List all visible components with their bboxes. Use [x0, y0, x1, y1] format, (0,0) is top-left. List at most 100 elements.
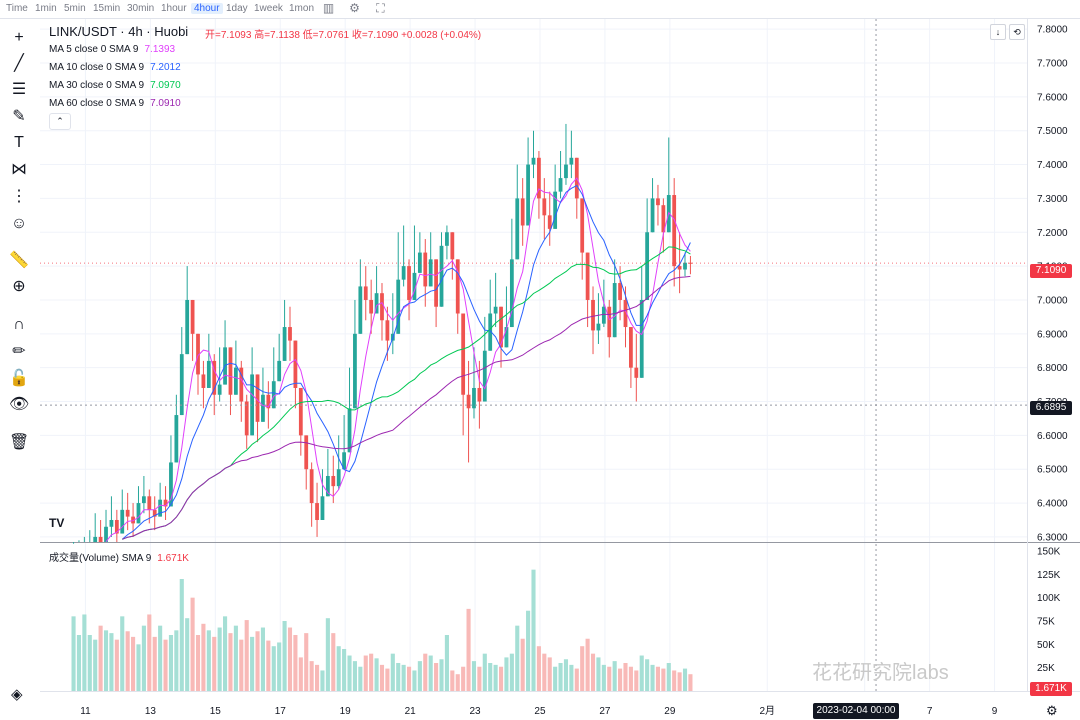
price-tick-label: 7.4000	[1037, 160, 1068, 171]
tf-time[interactable]: Time	[6, 3, 28, 14]
layers-icon[interactable]: ◈	[11, 686, 23, 703]
ma-line-5	[105, 177, 691, 543]
price-tick-label: 6.8000	[1037, 363, 1068, 374]
cursor-price-tag: 6.6895	[1030, 401, 1072, 415]
candle-body	[369, 299, 374, 314]
legend-ma10[interactable]: MA 10 close 0 SMA 9 7.2012	[49, 62, 181, 73]
emoji-icon[interactable]: ☺	[10, 215, 28, 232]
candle-body	[493, 306, 498, 314]
volume-bar	[260, 627, 265, 691]
candle-body	[618, 283, 622, 300]
candle-body	[120, 509, 125, 534]
volume-tick-label: 150K	[1037, 547, 1061, 558]
symbol-title: LINK/USDT · 4h · Huobi	[49, 24, 189, 39]
volume-bar	[547, 657, 552, 691]
price-tick-label: 7.0000	[1037, 295, 1068, 306]
tf-1hour[interactable]: 1hour	[161, 3, 187, 14]
candle-body	[196, 333, 200, 375]
visibility-icon[interactable]: 👁	[9, 396, 30, 413]
volume-bar	[471, 661, 477, 691]
candle-body	[477, 387, 482, 402]
candle-body	[158, 499, 163, 517]
candle-body	[163, 499, 168, 507]
legend-ma5[interactable]: MA 5 close 0 SMA 9 7.1393	[49, 44, 175, 55]
volume-bar	[125, 631, 130, 691]
time-tick-label: 21	[405, 706, 417, 717]
fullscreen-icon[interactable]: ⛶	[376, 1, 385, 15]
trendline-icon[interactable]: ╱	[14, 55, 24, 72]
tf-4hour[interactable]: 4hour	[191, 3, 223, 14]
indicators-icon[interactable]: ⚙	[349, 1, 360, 15]
measure-lines-icon[interactable]: ⋮	[11, 188, 27, 205]
tf-1min[interactable]: 1min	[35, 3, 57, 14]
volume-bar	[314, 664, 320, 691]
candle-body	[385, 320, 390, 341]
candle-body	[201, 374, 206, 388]
time-tick-label: 27	[599, 706, 611, 717]
volume-bar	[688, 674, 693, 691]
tf-1mon[interactable]: 1mon	[289, 3, 315, 14]
magnet-icon[interactable]: ∩	[13, 316, 25, 333]
collapse-legend-button[interactable]: ⌃	[49, 113, 71, 130]
ruler-icon[interactable]: 📏	[9, 252, 29, 269]
pattern-icon[interactable]: ⋈	[11, 161, 27, 178]
volume-bar	[342, 649, 347, 691]
candle-body	[412, 272, 417, 300]
volume-bar	[217, 627, 222, 691]
tf-5min[interactable]: 5min	[64, 3, 86, 14]
volume-bar	[174, 630, 179, 691]
candle-body	[131, 516, 135, 524]
horizontal-lines-icon[interactable]: ☰	[11, 81, 27, 98]
volume-bar	[369, 653, 374, 691]
text-icon[interactable]: T	[14, 134, 24, 151]
tf-15min[interactable]: 15min	[93, 3, 121, 14]
candle-body	[569, 157, 574, 165]
volume-bar	[239, 639, 244, 691]
volume-bar	[136, 644, 141, 691]
tf-1day[interactable]: 1day	[226, 3, 248, 14]
candle-body	[380, 293, 384, 321]
volume-bar	[628, 666, 633, 691]
lock-drawings-icon[interactable]: ✏	[12, 343, 26, 360]
crosshair-icon[interactable]: +	[14, 29, 24, 46]
volume-tick-label: 75K	[1037, 617, 1055, 628]
candle-body	[320, 496, 325, 520]
volume-bar	[244, 620, 249, 691]
download-icon[interactable]: ↓	[990, 24, 1006, 40]
volume-bar	[509, 653, 514, 691]
volume-bar	[455, 674, 460, 691]
volume-bar	[623, 663, 628, 691]
zoom-in-icon[interactable]: ⊕	[12, 278, 26, 295]
volume-bar	[228, 633, 233, 691]
candle-body	[93, 536, 98, 542]
volume-bar	[363, 655, 368, 691]
candle-body	[347, 408, 352, 453]
candle-body	[601, 306, 606, 324]
settings-gear-icon[interactable]: ⚙	[1046, 703, 1058, 718]
volume-legend-value: 1.671K	[157, 553, 189, 564]
tf-30min[interactable]: 30min	[127, 3, 155, 14]
reset-icon[interactable]: ⟲	[1009, 24, 1025, 40]
volume-bar	[266, 640, 271, 691]
legend-ma60[interactable]: MA 60 close 0 SMA 9 7.0910	[49, 98, 181, 109]
volume-legend[interactable]: 成交量(Volume) SMA 9 1.671K	[49, 549, 189, 564]
volume-bar	[304, 633, 309, 691]
trash-icon[interactable]: 🗑	[9, 434, 30, 451]
price-tick-label: 6.9000	[1037, 329, 1068, 340]
time-tick-label: 2月	[759, 705, 775, 717]
unlock-icon[interactable]: 🔓	[9, 370, 29, 387]
volume-bar	[131, 636, 136, 691]
volume-bar	[336, 646, 341, 691]
volume-bar	[212, 636, 217, 691]
tf-1week[interactable]: 1week	[254, 3, 283, 14]
volume-bar	[76, 635, 82, 691]
time-tick-label: 15	[210, 706, 222, 717]
candle-body	[212, 360, 217, 395]
legend-ma30[interactable]: MA 30 close 0 SMA 9 7.0970	[49, 80, 181, 91]
candle-body	[239, 367, 244, 402]
candle-body	[434, 259, 438, 307]
brush-icon[interactable]: ✎	[12, 108, 26, 125]
candle-style-icon[interactable]: ▥	[322, 1, 335, 15]
volume-bar	[412, 670, 417, 691]
